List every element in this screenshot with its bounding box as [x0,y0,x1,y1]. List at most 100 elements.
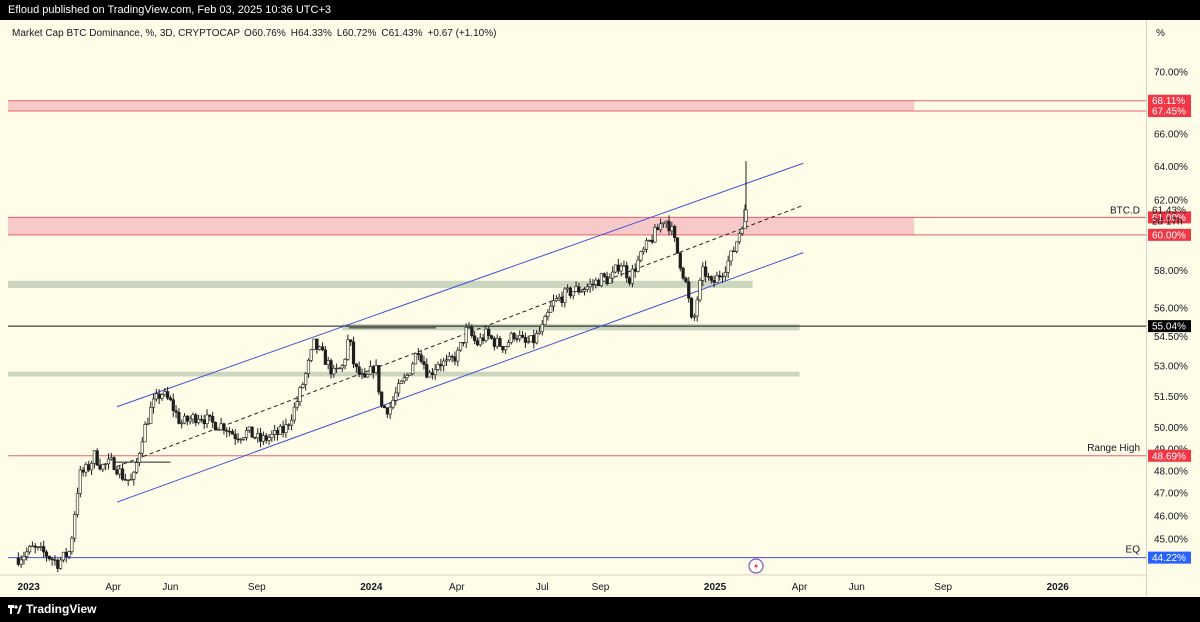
candle-body-186 [540,323,544,333]
candle-body-209 [605,276,609,284]
candle-body-197 [571,291,575,297]
candle-body-1 [19,559,23,565]
candle-body-5 [30,545,35,548]
candle-body-121 [357,366,361,375]
candle-body-71 [216,429,220,431]
candle-body-37 [120,468,125,480]
candle-body-249 [718,275,722,278]
candle-body-223 [644,240,649,250]
candle-body-25 [87,464,91,471]
candle-body-57 [177,411,181,424]
candle-body-133 [391,400,395,408]
candle-body-52 [163,391,167,395]
candle-body-111 [329,360,333,375]
candle-body-155 [453,356,457,362]
candle-body-83 [250,426,254,438]
candle-body-190 [551,300,556,307]
candle-body-251 [723,272,727,277]
candle-body-199 [577,286,581,293]
candle-body-106 [315,338,319,350]
candle-body-51 [160,394,164,399]
candle-body-31 [104,463,108,465]
candle-body-193 [560,296,564,303]
candle-body-233 [673,226,677,238]
price-axis[interactable]: 70.00% 66.00% 64.00% 62.00% 58.00% 56.00% 54.5… [1154,67,1188,545]
candle-body-230 [664,220,668,224]
y-tick-label-4: 58.00% [1154,266,1188,277]
y-tick-label-2: 64.00% [1154,162,1188,173]
candle-body-125 [368,366,373,375]
candle-body-78 [236,438,240,441]
zone-green-3 [342,324,800,331]
candle-body-202 [585,286,589,290]
candle-body-256 [737,233,742,243]
candle-body-232 [670,226,674,232]
time-axis[interactable]: 2023 Apr Jun Sep 2024 Apr Jul Sep 2025 Apr Jun Sep 2… [0,574,1146,593]
tradingview-icon [8,604,22,614]
price-label-bg-6 [1148,551,1191,564]
candle-body-40 [129,479,133,481]
candle-body-117 [346,339,350,360]
candle-body-76 [230,431,235,435]
publish-header: Efloud published on TradingView.com, Feb… [0,0,1200,20]
candle-body-108 [320,346,325,351]
candle-body-215 [622,265,626,267]
candle-body-144 [422,361,426,365]
line-text-label-0: Range High [1087,443,1140,454]
candle-body-154 [450,356,454,358]
btc-dominance-chart[interactable]: 70.00% 66.00% 64.00% 62.00% 58.00% 56.00% 54.5… [0,20,1200,597]
candle-body-70 [213,422,218,431]
candle-body-211 [611,271,615,279]
event-marker[interactable] [748,558,764,574]
candle-body-253 [729,250,733,262]
candle-body-69 [211,416,215,423]
candle-body-123 [363,373,367,378]
candle-body-207 [599,273,604,287]
candle-body-134 [394,392,398,401]
candle-body-147 [430,372,435,375]
candle-body-126 [371,366,375,374]
candle-body-14 [56,559,60,569]
x-tick-label-10: Jun [849,582,865,593]
candle-body-61 [188,418,192,422]
candle-body-27 [92,450,96,464]
candle-body-103 [306,360,311,374]
candle-body-165 [481,337,485,341]
candle-body-173 [504,346,508,351]
candle-body-239 [689,297,694,318]
candle-body-142 [416,353,420,355]
candle-body-141 [413,353,418,365]
brand-name: TradingView [26,602,97,616]
price-label-0: 68.11% [1152,96,1185,107]
y-tick-label-12: 47.00% [1154,489,1188,500]
candle-body-163 [475,340,480,346]
candle-body-79 [239,438,243,441]
candle-body-185 [537,331,542,334]
channel-upper-line [116,162,804,408]
candle-body-198 [574,286,578,292]
line-text-label-1: EQ [1126,545,1141,556]
candle-body-16 [61,551,65,561]
candle-body-13 [53,559,57,561]
price-label-bg-3 [1148,228,1191,241]
candle-body-228 [658,223,663,231]
candle-body-176 [512,332,516,340]
price-label-5: 48.69% [1152,451,1186,462]
candle-body-97 [289,419,294,426]
candle-body-145 [425,364,429,378]
candle-body-248 [715,275,719,283]
candle-body-87 [261,435,265,442]
candle-body-182 [529,335,533,343]
candle-body-188 [546,312,550,317]
candle-body-245 [706,276,711,278]
candle-body-15 [58,559,63,569]
candle-body-200 [580,291,584,293]
candle-body-243 [701,266,705,281]
candle-body-191 [554,298,558,301]
candle-body-88 [264,435,268,441]
candle-body-218 [630,268,634,284]
candle-body-94 [281,425,285,434]
candle-body-217 [627,277,632,284]
y-tick-label-3: 62.00% [1154,196,1188,207]
candle-body-187 [543,316,547,325]
